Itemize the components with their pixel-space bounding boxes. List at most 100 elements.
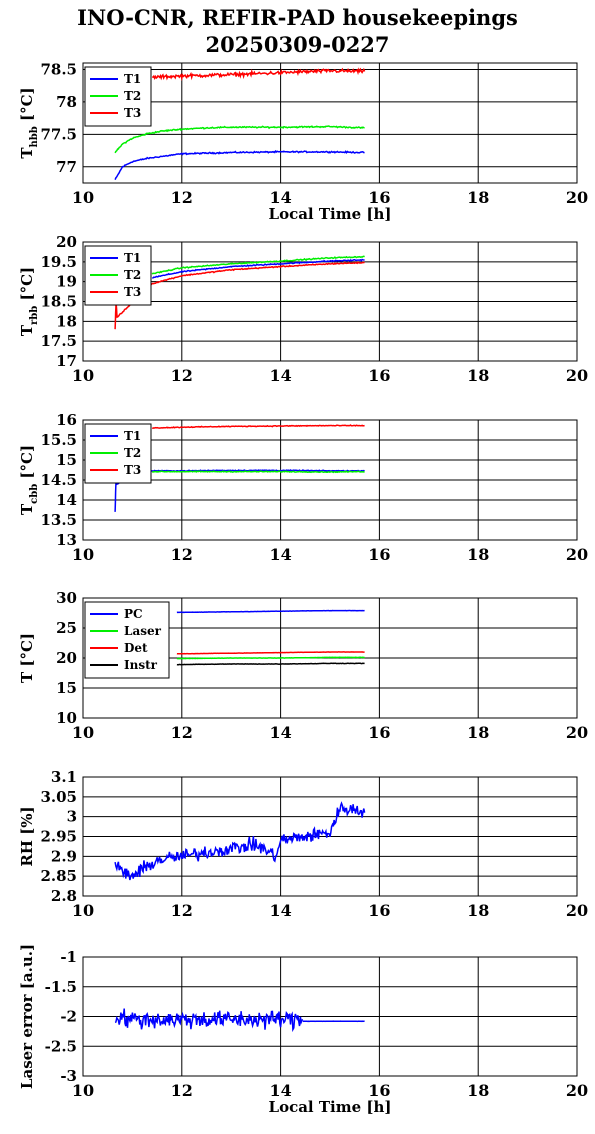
x-tick-label: 16 bbox=[368, 188, 390, 207]
title-line: INO-CNR, REFIR-PAD housekeepings bbox=[77, 5, 518, 30]
series-line-t2 bbox=[151, 255, 365, 275]
y-axis-label: Trbb [°C] bbox=[18, 267, 40, 336]
y-tick-label: 15 bbox=[56, 451, 77, 469]
series-line-instr bbox=[176, 662, 365, 666]
y-tick-label: 15 bbox=[56, 679, 77, 697]
y-tick-label: 2.9 bbox=[51, 847, 77, 865]
x-tick-label: 18 bbox=[467, 723, 489, 742]
x-tick-label: 16 bbox=[368, 366, 390, 385]
x-tick-label: 18 bbox=[467, 545, 489, 564]
x-tick-label: 10 bbox=[72, 188, 94, 207]
x-tick-label: 10 bbox=[72, 545, 94, 564]
y-tick-label: 3.05 bbox=[40, 788, 77, 806]
y-tick-label: 3.1 bbox=[51, 768, 77, 786]
legend: T1 T2 T3 bbox=[84, 245, 152, 306]
y-tick-label: -2.5 bbox=[45, 1037, 77, 1055]
x-tick-label: 20 bbox=[566, 545, 588, 564]
y-tick-label: 78.5 bbox=[40, 60, 77, 78]
x-tick-label: 12 bbox=[171, 1081, 193, 1100]
legend: T1 T2 T3 bbox=[84, 66, 152, 127]
y-tick-label: -2 bbox=[60, 1008, 77, 1026]
y-axis-label: Laser error [a.u.] bbox=[18, 944, 36, 1089]
y-tick-label: 77 bbox=[56, 158, 77, 176]
series-line-laser bbox=[176, 656, 365, 660]
legend-label-t3: T3 bbox=[124, 106, 141, 120]
x-tick-label: 10 bbox=[72, 901, 94, 920]
chart-panel-3: 10 12 14 16 18 20 13 13.5 14 14.5 15 15.5 16 Tcbb [°C… bbox=[18, 411, 588, 564]
x-tick-label: 14 bbox=[269, 188, 291, 207]
x-tick-label: 12 bbox=[171, 366, 193, 385]
series-line-t3 bbox=[151, 67, 366, 82]
plot-frame bbox=[82, 419, 578, 541]
y-tick-label: -1 bbox=[60, 948, 77, 966]
x-tick-label: 14 bbox=[269, 901, 291, 920]
y-tick-label: 14 bbox=[56, 491, 77, 509]
series-line-line-1 bbox=[114, 801, 366, 881]
x-axis-label: Local Time [h] bbox=[269, 205, 392, 223]
x-tick-label: 14 bbox=[269, 1081, 291, 1100]
plot-frame bbox=[82, 62, 578, 184]
chart-title: INO-CNR, REFIR-PAD housekeepings 2025030… bbox=[0, 4, 595, 58]
y-tick-label: 20 bbox=[56, 233, 77, 251]
x-tick-label: 18 bbox=[467, 188, 489, 207]
legend-label-t2: T2 bbox=[124, 89, 141, 103]
y-tick-label: -1.5 bbox=[45, 978, 77, 996]
subtitle-line: 20250309-0227 bbox=[205, 32, 390, 57]
x-tick-label: 16 bbox=[368, 1081, 390, 1100]
plot-frame bbox=[82, 597, 578, 719]
y-tick-label: 30 bbox=[56, 589, 77, 607]
y-tick-label: 2.85 bbox=[40, 867, 77, 885]
y-tick-label: 13 bbox=[56, 531, 77, 549]
series-line-det bbox=[176, 651, 365, 655]
legend-label-t1: T1 bbox=[124, 429, 141, 443]
y-tick-label: 78 bbox=[56, 93, 77, 111]
x-tick-label: 20 bbox=[566, 901, 588, 920]
legend-label-t1: T1 bbox=[124, 72, 141, 86]
x-tick-label: 14 bbox=[269, 366, 291, 385]
legend-label-laser: Laser bbox=[124, 624, 162, 638]
y-tick-label: 2.8 bbox=[51, 887, 77, 905]
legend-label-det: Det bbox=[124, 641, 148, 655]
legend-label-t2: T2 bbox=[124, 446, 141, 460]
x-tick-label: 20 bbox=[566, 1081, 588, 1100]
series-line-t1 bbox=[114, 149, 365, 180]
series-line-pc bbox=[176, 609, 365, 614]
chart-panel-5: 10 12 14 16 18 20 2.8 2.85 2.92.95 3 3.05 3.1 RH [%] bbox=[18, 768, 588, 920]
x-tick-label: 12 bbox=[171, 723, 193, 742]
y-tick-label: 25 bbox=[56, 619, 77, 637]
y-tick-label: 20 bbox=[56, 649, 77, 667]
x-tick-label: 14 bbox=[269, 723, 291, 742]
y-tick-label: -3 bbox=[60, 1067, 77, 1085]
x-tick-label: 10 bbox=[72, 723, 94, 742]
legend-label-t3: T3 bbox=[124, 463, 141, 477]
x-tick-label: 14 bbox=[269, 545, 291, 564]
y-tick-label: 17 bbox=[56, 352, 77, 370]
y-tick-label: 17.5 bbox=[40, 332, 77, 350]
x-tick-label: 12 bbox=[171, 545, 193, 564]
x-tick-label: 18 bbox=[467, 366, 489, 385]
chart-panel-4: 10 12 14 16 18 20 10 15 20 25 30 T [°C] PC Laser Det In… bbox=[18, 589, 588, 742]
x-tick-label: 10 bbox=[72, 366, 94, 385]
x-tick-label: 12 bbox=[171, 901, 193, 920]
series-line-t1 bbox=[152, 258, 365, 279]
y-axis-label: Tcbb [°C] bbox=[18, 445, 40, 515]
y-tick-label: 16 bbox=[56, 411, 77, 429]
y-tick-label: 3 bbox=[67, 808, 77, 826]
x-tick-label: 16 bbox=[368, 545, 390, 564]
y-tick-label: 2.95 bbox=[40, 828, 77, 846]
y-tick-label: 18.5 bbox=[40, 293, 77, 311]
y-axis-label: T [°C] bbox=[18, 633, 36, 683]
x-tick-label: 10 bbox=[72, 1081, 94, 1100]
x-tick-label: 20 bbox=[566, 723, 588, 742]
chart-panel-6: 10 12 14 16 18 20 -3 -2.5 -2 -1.5 -1 Local Time [h]… bbox=[18, 944, 588, 1116]
x-tick-label: 12 bbox=[171, 188, 193, 207]
y-tick-label: 10 bbox=[56, 709, 77, 727]
plot-frame bbox=[82, 776, 578, 897]
legend-label-instr: Instr bbox=[124, 658, 158, 672]
y-tick-label: 18 bbox=[56, 312, 77, 330]
y-tick-label: 77.5 bbox=[40, 125, 77, 143]
y-tick-label: 15.5 bbox=[40, 431, 77, 449]
x-axis-label: Local Time [h] bbox=[269, 1098, 392, 1116]
